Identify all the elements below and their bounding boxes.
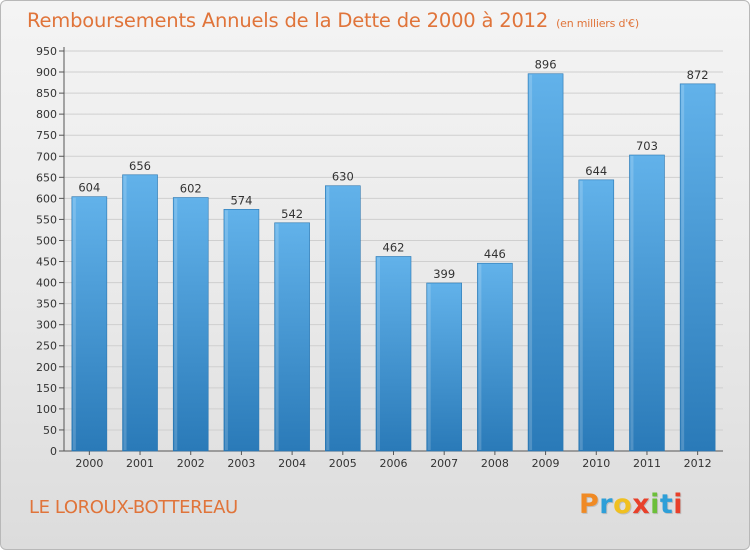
data-label-2005: 630	[332, 170, 354, 184]
y-tick-label: 450	[36, 256, 57, 269]
y-tick-label: 600	[36, 192, 57, 205]
bar-highlight	[275, 223, 279, 450]
bar-2002	[172, 197, 209, 452]
y-tick-label: 550	[36, 213, 57, 226]
data-label-2006: 462	[383, 240, 405, 254]
bar-highlight	[72, 197, 76, 450]
bar-2008	[477, 262, 513, 452]
data-label-2007: 399	[433, 267, 455, 281]
x-tick-label-2002: 2002	[177, 457, 205, 470]
x-tick-label-2007: 2007	[430, 457, 458, 470]
bar-highlight	[529, 74, 533, 450]
logo-letter: i	[673, 489, 684, 520]
y-tick-label: 750	[36, 129, 57, 142]
y-tick-label: 400	[36, 277, 57, 290]
x-tick-label-2008: 2008	[481, 457, 509, 470]
y-tick-label: 650	[36, 171, 57, 184]
y-tick-label: 500	[36, 234, 57, 247]
x-tick-label-2000: 2000	[75, 457, 103, 470]
y-tick-label: 150	[36, 382, 57, 395]
data-label-2011: 703	[636, 139, 658, 153]
bar-2012	[679, 83, 716, 452]
bars	[71, 73, 716, 452]
proxiti-logo: Proxiti	[579, 489, 683, 520]
logo-letter: P	[579, 489, 600, 520]
x-tick-label-2012: 2012	[684, 457, 712, 470]
y-tick-label: 950	[36, 45, 57, 58]
data-label-2002: 602	[180, 182, 202, 196]
data-label-2012: 872	[687, 68, 709, 82]
bar-2010	[578, 179, 615, 452]
y-tick-label: 700	[36, 150, 57, 163]
x-tick-label-2004: 2004	[278, 457, 306, 470]
axes: 0 50 100 150 200 250 300 350 400 450 500 550 600 650 7…	[36, 45, 723, 470]
bar-highlight	[579, 180, 583, 450]
bar-highlight	[630, 156, 634, 450]
y-tick-label: 300	[36, 319, 57, 332]
y-tick-label: 900	[36, 66, 57, 79]
bar-highlight	[681, 84, 685, 450]
x-tick-label-2011: 2011	[633, 457, 661, 470]
data-label-2003: 574	[230, 193, 252, 207]
data-label-2009: 896	[535, 58, 557, 72]
logo-letter: x	[632, 489, 651, 520]
data-label-2010: 644	[585, 164, 607, 178]
bar-2005	[325, 185, 361, 452]
chart-subtitle: (en milliers d'€)	[556, 17, 639, 30]
data-labels: 604 656 602 574 542 630 462 399 446 896 644 703 872	[78, 58, 708, 281]
x-tick-label-2005: 2005	[329, 457, 357, 470]
place-name: LE LOROUX-BOTTEREAU	[29, 497, 238, 518]
y-tick-label: 850	[36, 87, 57, 100]
y-tick-label: 50	[43, 424, 57, 437]
x-tick-label-2001: 2001	[126, 457, 154, 470]
data-label-2001: 656	[129, 159, 151, 173]
data-label-2004: 542	[281, 207, 303, 221]
bar-chart: 0 50 100 150 200 250 300 350 400 450 500 550 600 650 7…	[36, 45, 723, 470]
logo-letter: r	[599, 489, 614, 520]
data-label-2000: 604	[78, 181, 100, 195]
bar-highlight	[326, 186, 330, 450]
y-tick-label: 800	[36, 108, 57, 121]
bar-highlight	[478, 264, 482, 450]
bar-2003	[223, 209, 260, 452]
bar-2011	[629, 154, 665, 452]
y-tick-label: 350	[36, 298, 57, 311]
chart-title-text: Remboursements Annuels de la Dette de 20…	[27, 9, 549, 32]
bar-highlight	[427, 284, 431, 450]
bar-highlight	[174, 198, 178, 450]
y-tick-label: 200	[36, 361, 57, 374]
chart-title: Remboursements Annuels de la Dette de 20…	[27, 9, 639, 32]
bar-highlight	[224, 210, 228, 450]
logo-letter: o	[613, 489, 633, 520]
y-tick-label: 250	[36, 340, 57, 353]
bar-highlight	[377, 257, 380, 450]
bar-2006	[375, 256, 412, 452]
y-tick-label: 100	[36, 403, 57, 416]
x-tick-label-2006: 2006	[380, 457, 408, 470]
x-tick-label-2010: 2010	[582, 457, 610, 470]
data-label-2008: 446	[484, 247, 506, 261]
x-tick-label-2009: 2009	[532, 457, 560, 470]
logo-letter: t	[659, 489, 674, 520]
logo-letter: i	[650, 489, 660, 520]
bar-2000	[71, 196, 108, 452]
bar-highlight	[123, 175, 127, 450]
bar-2001	[122, 174, 158, 452]
bar-2007	[426, 282, 462, 452]
x-tick-label-2003: 2003	[227, 457, 255, 470]
bar-2004	[274, 222, 310, 452]
bar-2009	[527, 73, 564, 452]
y-tick-label: 0	[50, 445, 57, 458]
